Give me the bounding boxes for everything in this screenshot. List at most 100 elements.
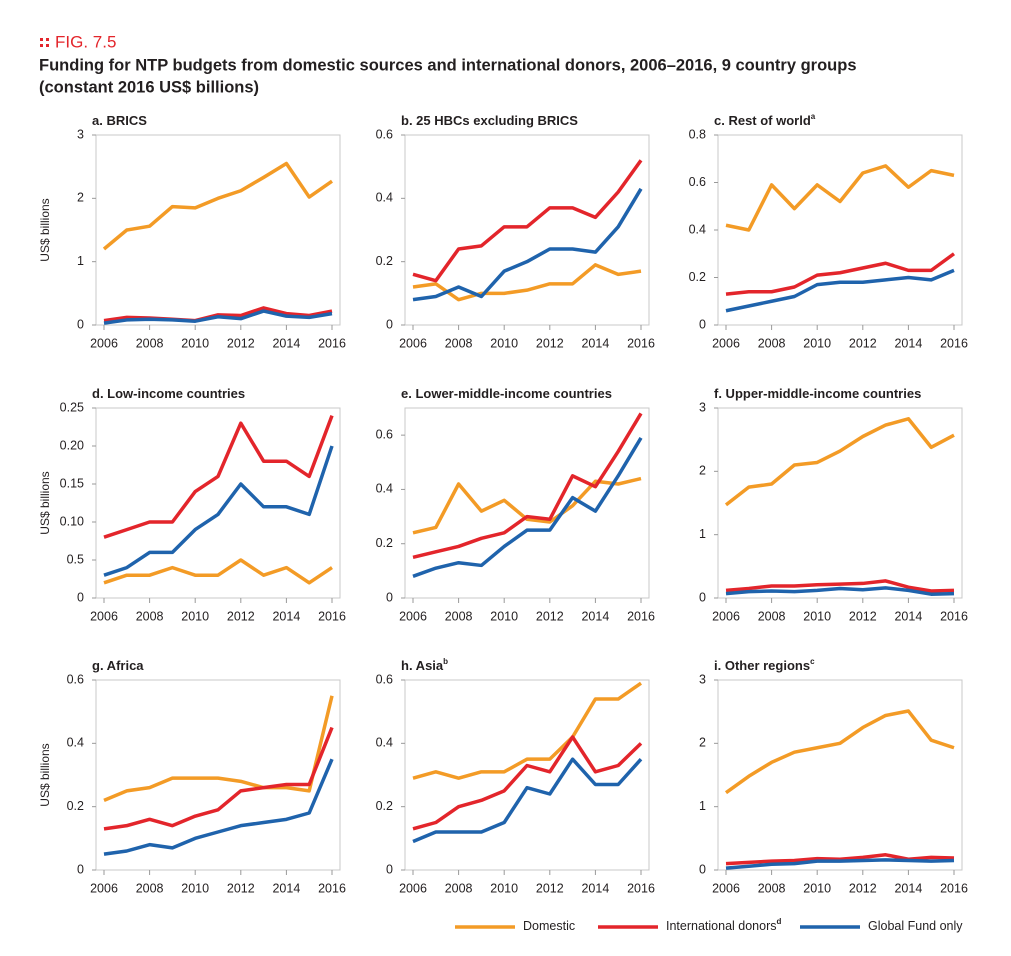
y-tick-label: 0	[386, 317, 393, 331]
y-tick-label: 3	[699, 672, 706, 686]
y-tick-label: 0.4	[376, 736, 393, 750]
x-tick-label: 2016	[318, 336, 346, 350]
y-tick-label: 0.2	[67, 799, 84, 813]
panel-title: b. 25 HBCs excluding BRICS	[401, 113, 578, 128]
x-tick-label: 2006	[712, 881, 740, 895]
legend-text: Domestic	[523, 919, 575, 933]
y-tick-label: 1	[699, 527, 706, 541]
y-tick-label: 0	[77, 862, 84, 876]
panel-title-text: d. Low-income countries	[92, 386, 245, 401]
x-tick-label: 2014	[272, 609, 300, 623]
plot-frame	[404, 134, 650, 326]
x-tick-label: 2014	[894, 609, 922, 623]
panel-title: a. BRICS	[92, 113, 147, 128]
x-tick-label: 2006	[712, 336, 740, 350]
panel-title-text: i. Other regions	[714, 658, 810, 673]
plot-frame	[95, 134, 341, 326]
x-tick-label: 2008	[758, 336, 786, 350]
panel-title-note: b	[443, 657, 448, 666]
panel-title: d. Low-income countries	[92, 386, 245, 401]
panel-title-text: h. Asia	[401, 658, 444, 673]
y-axis-label: US$ billions	[38, 198, 52, 261]
x-tick-label: 2008	[136, 881, 164, 895]
series-line	[725, 268, 955, 313]
x-tick-label: 2012	[536, 881, 564, 895]
x-tick-label: 2012	[849, 336, 877, 350]
legend-text: Global Fund only	[868, 919, 963, 933]
series-line	[102, 161, 333, 251]
figure-subtitle: (constant 2016 US$ billions)	[39, 78, 259, 96]
y-tick-label: 0.2	[376, 254, 393, 268]
series-line	[103, 758, 334, 856]
series-line	[412, 263, 642, 302]
figure-label: FIG. 7.5	[55, 32, 116, 51]
plot-frame	[95, 679, 341, 871]
x-tick-label: 2006	[90, 881, 118, 895]
x-tick-label: 2006	[399, 336, 427, 350]
plot-frame	[404, 407, 650, 599]
y-tick-label: 0	[386, 590, 393, 604]
panel-title-text: a. BRICS	[92, 113, 147, 128]
figure-title: Funding for NTP budgets from domestic so…	[39, 56, 857, 74]
panel-title: f. Upper-middle-income countries	[714, 386, 921, 401]
x-tick-label: 2016	[627, 336, 655, 350]
y-tick-label: 0.20	[60, 438, 84, 452]
y-tick-label: 0	[699, 590, 706, 604]
y-tick-label: 0.25	[60, 400, 84, 414]
panel-title: e. Lower-middle-income countries	[401, 386, 612, 401]
y-tick-label: 2	[77, 191, 84, 205]
x-tick-label: 2016	[627, 609, 655, 623]
y-tick-label: 0	[699, 862, 706, 876]
x-tick-label: 2010	[803, 336, 831, 350]
series-line	[103, 414, 334, 539]
x-tick-label: 2010	[490, 881, 518, 895]
x-tick-label: 2012	[849, 881, 877, 895]
x-tick-label: 2010	[803, 881, 831, 895]
series-line	[412, 187, 643, 302]
x-tick-label: 2012	[536, 336, 564, 350]
x-tick-label: 2012	[227, 609, 255, 623]
panel-title: g. Africa	[92, 658, 144, 673]
x-tick-label: 2014	[581, 609, 609, 623]
plot-frame	[404, 679, 650, 871]
y-tick-label: 0.4	[689, 222, 706, 236]
plot-frame	[717, 679, 963, 871]
panel-title-text: e. Lower-middle-income countries	[401, 386, 612, 401]
y-axis-label: US$ billions	[38, 743, 52, 806]
x-tick-label: 2006	[712, 609, 740, 623]
y-tick-label: 0.6	[689, 175, 706, 189]
x-tick-label: 2006	[399, 881, 427, 895]
series-line	[412, 436, 643, 578]
x-tick-label: 2012	[227, 881, 255, 895]
y-tick-label: 0	[77, 590, 84, 604]
series-line	[412, 681, 642, 780]
x-tick-label: 2006	[90, 609, 118, 623]
series-line	[103, 726, 334, 831]
x-tick-label: 2008	[758, 881, 786, 895]
legend-note: d	[777, 917, 782, 926]
figure-marker	[46, 38, 49, 41]
x-tick-label: 2008	[445, 336, 473, 350]
series-line	[412, 159, 643, 283]
plot-frame	[717, 407, 963, 599]
x-tick-label: 2016	[627, 881, 655, 895]
series-line	[412, 412, 643, 559]
y-tick-label: 3	[77, 127, 84, 141]
y-tick-label: 0.6	[376, 427, 393, 441]
y-tick-label: 0.2	[376, 799, 393, 813]
figure-marker	[40, 44, 43, 47]
series-line	[725, 252, 956, 296]
panel-title-text: b. 25 HBCs excluding BRICS	[401, 113, 578, 128]
y-tick-label: 0.8	[689, 127, 706, 141]
y-tick-label: 1	[699, 799, 706, 813]
x-tick-label: 2008	[136, 336, 164, 350]
panel-title: c. Rest of worlda	[714, 112, 816, 128]
x-tick-label: 2014	[894, 336, 922, 350]
x-tick-label: 2010	[803, 609, 831, 623]
x-tick-label: 2014	[272, 881, 300, 895]
x-tick-label: 2006	[399, 609, 427, 623]
x-tick-label: 2006	[90, 336, 118, 350]
x-tick-label: 2008	[136, 609, 164, 623]
plot-frame	[717, 134, 963, 326]
